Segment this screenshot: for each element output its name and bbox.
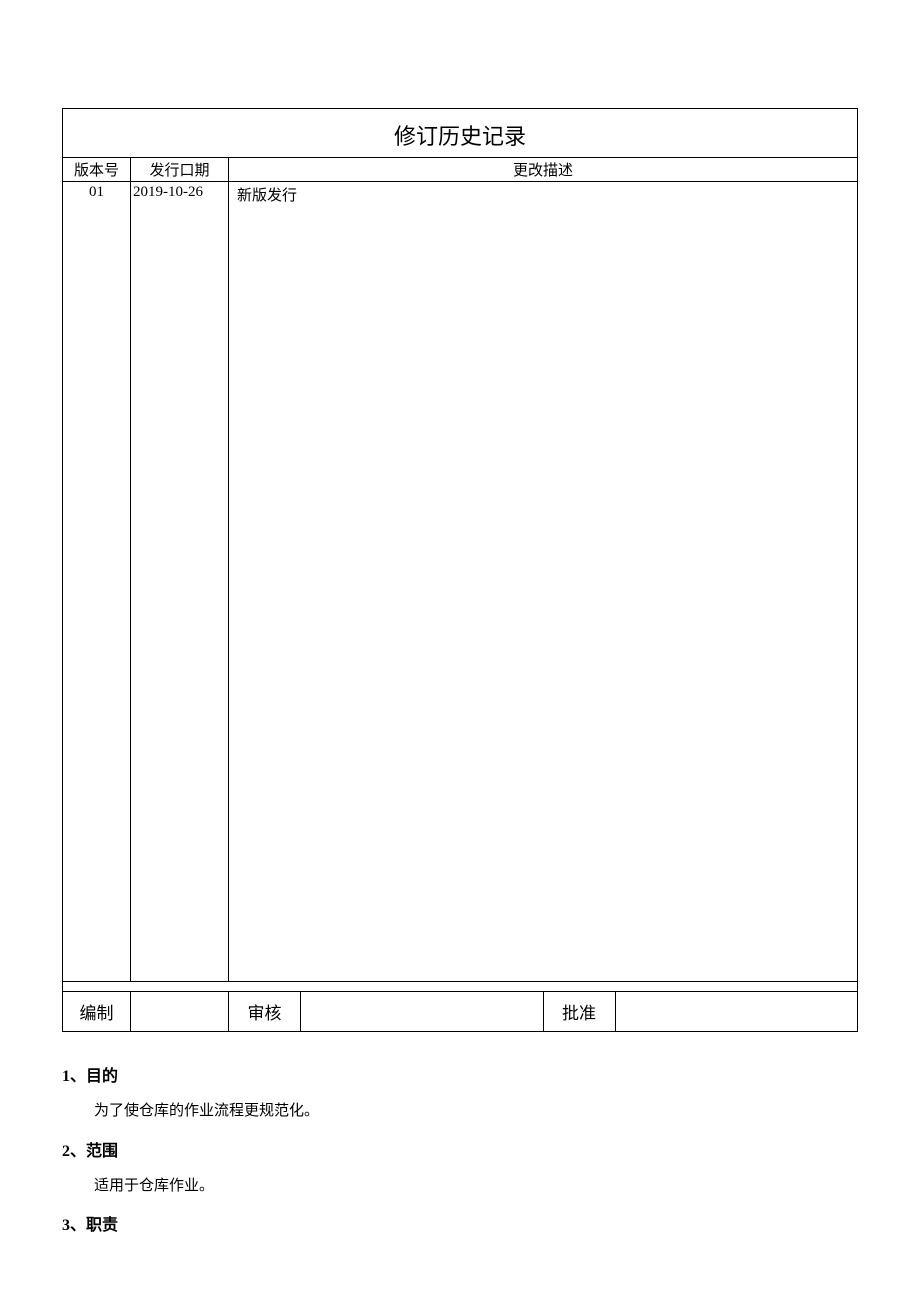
col-header-date: 发行口期 [131, 158, 229, 182]
section-heading: 1、目的 [62, 1062, 858, 1086]
table-header-row: 版本号 发行口期 更改描述 [63, 158, 858, 182]
section-body: 为了使仓库的作业流程更规范化。 [62, 1100, 858, 1123]
signoff-review-label: 审核 [229, 992, 301, 1032]
signoff-approve-value [615, 992, 858, 1032]
section-title: 目的 [86, 1068, 118, 1085]
section-heading: 2、范围 [62, 1137, 858, 1161]
table-spacer [63, 982, 858, 992]
cell-description: 新版发行 [229, 182, 858, 982]
section-number: 1 [62, 1068, 70, 1085]
signoff-prepare-value [131, 992, 229, 1032]
signoff-review-value [301, 992, 544, 1032]
section-3: 3、职责 [62, 1211, 858, 1235]
section-heading: 3、职责 [62, 1211, 858, 1235]
cell-date: 2019-10-26 [131, 182, 229, 982]
signoff-prepare-label: 编制 [63, 992, 131, 1032]
section-number: 3 [62, 1217, 70, 1234]
table-title: 修订历史记录 [63, 109, 858, 158]
col-header-version: 版本号 [63, 158, 131, 182]
cell-version: 01 [63, 182, 131, 982]
table-row: 01 2019-10-26 新版发行 [63, 182, 858, 982]
section-1: 1、目的 为了使仓库的作业流程更规范化。 [62, 1062, 858, 1123]
signoff-row: 编制 审核 批准 [63, 992, 858, 1032]
section-title: 职责 [86, 1217, 118, 1234]
section-number: 2 [62, 1143, 70, 1160]
col-header-description: 更改描述 [229, 158, 858, 182]
section-2: 2、范围 适用于仓库作业。 [62, 1137, 858, 1198]
section-body: 适用于仓库作业。 [62, 1175, 858, 1198]
section-title: 范围 [86, 1143, 118, 1160]
signoff-approve-label: 批准 [543, 992, 615, 1032]
revision-history-table: 修订历史记录 版本号 发行口期 更改描述 01 2019-10-26 新版发行 … [62, 108, 858, 1032]
